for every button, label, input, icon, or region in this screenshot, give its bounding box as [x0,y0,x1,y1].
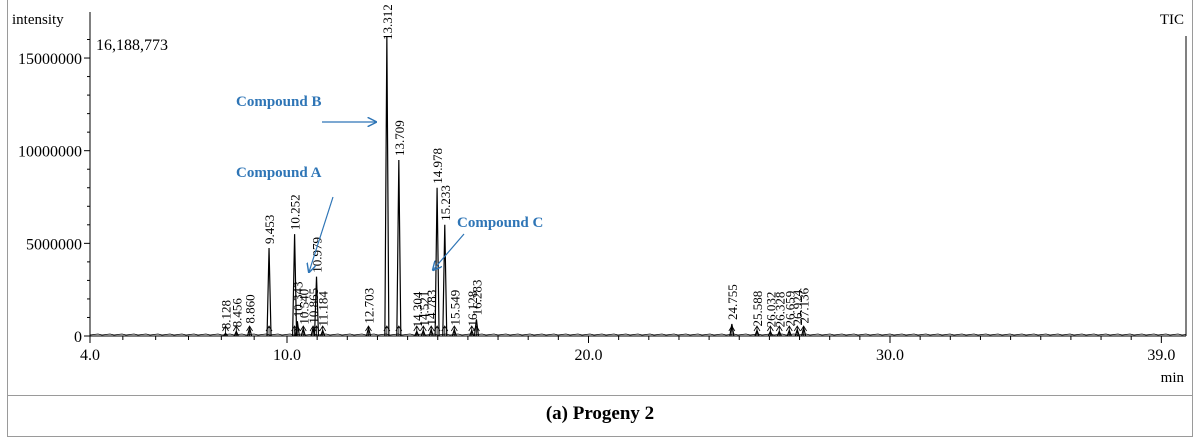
rt-marker [785,325,793,336]
peak [384,35,390,337]
x-tick-label: 39.0 [1147,347,1175,364]
peak-label: 10.252 [288,194,303,230]
peak-label: 8.860 [243,294,258,323]
peak-label: 14.304 [410,291,425,327]
rt-marker [299,325,307,336]
rt-marker [313,325,320,336]
peak-label: 16.283 [469,280,484,316]
rt-marker [473,325,480,336]
peak-label: 26.328 [772,292,787,328]
rt-marker [468,325,476,336]
caption-divider [7,395,1193,396]
annotation-label: Compound A [236,165,322,181]
peak-label: 15.233 [438,185,453,221]
rt-marker [753,325,761,336]
peak-label: 25.588 [750,291,765,327]
rt-marker [433,325,441,336]
peak-label: 9.453 [262,215,277,244]
y-tick-label: 15000000 [18,51,82,68]
peak [434,187,440,337]
rt-marker [728,325,736,336]
x-tick-label: 4.0 [80,347,100,364]
peak-label: 26.032 [763,292,778,328]
peak [266,247,272,337]
peak-label: 13.312 [380,4,395,40]
peak [291,234,298,337]
rt-marker [222,325,229,336]
peak [294,321,300,337]
rt-marker [395,325,403,336]
x-tick-label: 20.0 [575,347,603,364]
peak-label: 13.709 [392,120,407,156]
peak-label: 8.456 [229,298,244,328]
rt-marker [383,325,391,336]
annotation-arrow [309,196,334,272]
rt-marker [413,325,421,336]
peak-label: 8.128 [219,300,234,329]
rt-marker [246,325,253,336]
y-tick-label: 0 [74,329,82,346]
max-intensity-label: 16,188,773 [96,37,168,54]
chromatogram-chart: 0 5000000 10000000 15000000 4.0 10.0 20.0 30.0 3… [12,4,1187,386]
peak-label: 26.659 [782,291,797,327]
peak-label: 14.521 [416,291,431,327]
rt-marker [232,325,240,336]
rt-marker [800,325,807,336]
peak [729,323,735,337]
y-tick-label: 10000000 [18,144,82,161]
rt-marker [293,325,301,336]
peak-label: 14.783 [424,290,439,326]
peak-label: 15.549 [447,290,462,326]
peak-label: 26.924 [790,289,805,325]
rt-marker [441,325,449,336]
rt-marker [793,325,801,336]
x-tick-label: 30.0 [876,347,904,364]
annotation-label: Compound C [457,215,543,231]
rt-marker [419,325,427,336]
peak-label: 16.128 [465,291,480,327]
peak-label: 27.136 [797,287,812,323]
figure-frame [7,0,1193,437]
rt-marker [265,325,273,336]
y-tick-label: 5000000 [26,236,82,253]
rt-marker [767,325,774,336]
rt-marker [427,325,435,336]
peak [473,319,480,337]
x-tick-label: 10.0 [273,347,301,364]
rt-marker [365,325,372,336]
trace-label: TIC [1160,12,1184,28]
peak-label: 10.343 [290,281,305,317]
peak [396,159,402,337]
x-axis-label: min [1161,370,1185,386]
peak-label: 12.703 [361,288,376,324]
peak [313,276,320,337]
peak-label: 24.755 [725,284,740,320]
peak [442,224,448,337]
peak-label: 10.540 [296,289,311,325]
baseline-trace [89,333,1187,336]
peak-label: 10.979 [310,237,325,273]
rt-marker [775,325,783,336]
peak-label: 11.184 [316,291,331,327]
annotation-label: Compound B [236,94,321,110]
rt-marker [319,325,327,336]
annotation-arrow [433,233,465,270]
rt-marker [450,325,458,336]
peak-label: 14.978 [430,148,445,184]
y-axis-label: intensity [12,12,64,28]
figure-caption: (a) Progeny 2 [545,403,655,424]
